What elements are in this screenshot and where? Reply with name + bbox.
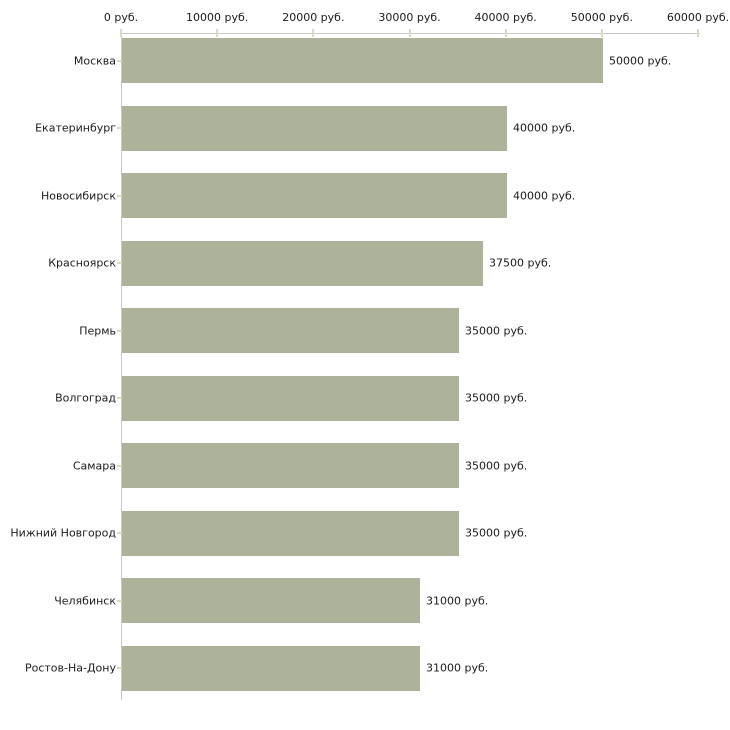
x-axis-tick-label: 10000 руб. bbox=[186, 11, 249, 24]
x-axis-tick-mark bbox=[408, 29, 411, 37]
x-axis-tick-label: 50000 руб. bbox=[570, 11, 633, 24]
x-axis-tick-label: 60000 руб. bbox=[666, 11, 730, 24]
bar bbox=[122, 578, 420, 624]
value-label: 35000 руб. bbox=[465, 391, 528, 405]
bar bbox=[122, 38, 603, 83]
bar bbox=[122, 240, 483, 286]
bar bbox=[122, 510, 459, 556]
y-axis-tick-mark bbox=[117, 464, 125, 467]
x-axis-line bbox=[121, 33, 700, 34]
bar bbox=[122, 105, 507, 151]
category-label: Новосибирск bbox=[40, 189, 116, 203]
bar bbox=[122, 443, 459, 489]
x-axis-tick-label: 20000 руб. bbox=[282, 11, 345, 24]
bar bbox=[122, 308, 459, 354]
value-label: 35000 руб. bbox=[465, 324, 528, 338]
y-axis-tick-mark bbox=[117, 532, 125, 535]
bar bbox=[122, 173, 507, 219]
y-axis-tick-mark bbox=[117, 329, 125, 332]
x-axis-tick-mark bbox=[312, 29, 315, 37]
y-axis-line bbox=[121, 33, 122, 700]
category-label: Москва bbox=[73, 54, 116, 67]
x-axis-tick-mark bbox=[120, 29, 122, 37]
value-label: 35000 руб. bbox=[465, 459, 528, 473]
category-label: Ростов-На-Дону bbox=[24, 661, 116, 675]
value-label: 37500 руб. bbox=[489, 256, 552, 270]
category-label: Волгоград bbox=[55, 391, 116, 405]
value-label: 50000 руб. bbox=[609, 54, 672, 67]
category-label: Екатеринбург bbox=[35, 121, 116, 135]
category-label: Пермь bbox=[79, 324, 116, 338]
y-axis-tick-mark bbox=[117, 667, 125, 670]
x-axis-tick-mark bbox=[600, 29, 603, 37]
y-axis-tick-mark bbox=[117, 262, 125, 265]
x-axis-tick-label: 40000 руб. bbox=[474, 11, 537, 24]
value-label: 31000 руб. bbox=[426, 594, 489, 608]
value-label: 31000 руб. bbox=[426, 661, 489, 675]
x-axis-tick-label: 0 руб. bbox=[103, 11, 139, 24]
category-label: Нижний Новгород bbox=[10, 526, 116, 540]
y-axis-tick-mark bbox=[117, 194, 125, 197]
value-label: 35000 руб. bbox=[465, 526, 528, 540]
bar bbox=[122, 375, 459, 421]
category-label: Челябинск bbox=[54, 594, 116, 608]
x-axis-tick-mark bbox=[216, 29, 219, 37]
value-label: 40000 руб. bbox=[513, 121, 576, 135]
x-axis-tick-mark bbox=[697, 29, 699, 37]
category-label: Красноярск bbox=[48, 256, 116, 270]
y-axis-tick-mark bbox=[117, 397, 125, 400]
bar bbox=[122, 645, 420, 691]
value-label: 40000 руб. bbox=[513, 189, 576, 203]
y-axis-tick-mark bbox=[117, 127, 125, 130]
x-axis-tick-label: 30000 руб. bbox=[378, 11, 441, 24]
y-axis-tick-mark bbox=[117, 59, 125, 62]
y-axis-tick-mark bbox=[117, 599, 125, 602]
category-label: Самара bbox=[72, 459, 116, 473]
x-axis-tick-mark bbox=[504, 29, 507, 37]
